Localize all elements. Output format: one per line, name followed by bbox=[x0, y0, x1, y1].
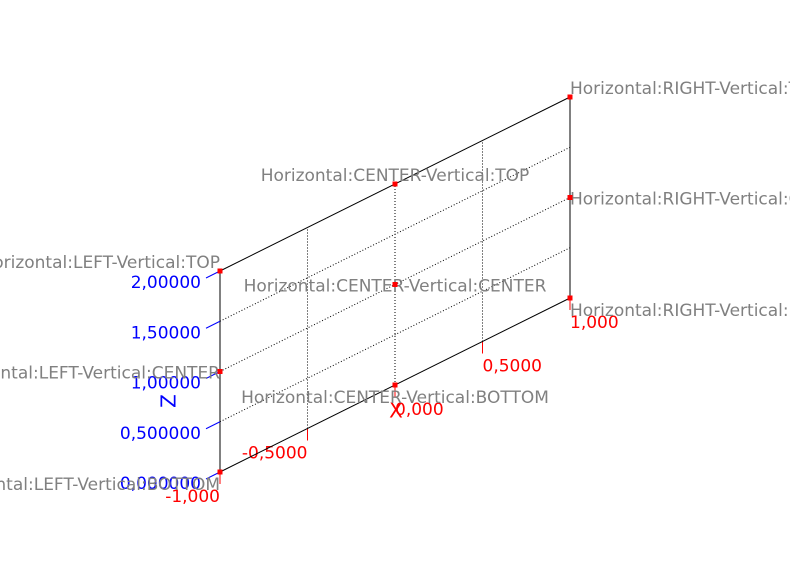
point-label: Horizontal:RIGHT-Vertical:TOP bbox=[570, 79, 790, 99]
grid-line bbox=[219, 247, 571, 423]
x-tick-label: 0,5000 bbox=[483, 357, 542, 377]
x-axis-title: X bbox=[389, 399, 403, 423]
point-label: Horizontal:CENTER-Vertical:TOP bbox=[261, 166, 530, 186]
point bbox=[567, 295, 573, 301]
point-label: Horizontal:LEFT-Vertical:TOP bbox=[0, 253, 220, 273]
point bbox=[392, 181, 398, 187]
point bbox=[217, 268, 223, 274]
point bbox=[217, 469, 223, 475]
x-tick-label: 0,000 bbox=[395, 400, 444, 420]
z-axis-title: Z bbox=[157, 394, 181, 408]
point bbox=[567, 94, 573, 100]
point-label: Horizontal:RIGHT-Vertical:BOTTOM bbox=[570, 301, 790, 321]
z-tick-label: 1,50000 bbox=[131, 323, 201, 343]
z-tick bbox=[205, 421, 221, 430]
point bbox=[392, 382, 398, 388]
point-label: Horizontal:LEFT-Vertical:BOTTOM bbox=[0, 475, 220, 495]
point-label: Horizontal:RIGHT-Vertical:CENTER bbox=[570, 190, 790, 210]
point bbox=[392, 282, 398, 287]
x-tick-label: -0,5000 bbox=[242, 444, 308, 464]
point bbox=[217, 369, 223, 374]
x-tick-label: -1,000 bbox=[165, 487, 220, 507]
x-tick-label: 1,000 bbox=[570, 313, 619, 333]
point-label: Horizontal:CENTER-Vertical:BOTTOM bbox=[241, 388, 549, 408]
z-tick bbox=[205, 320, 221, 329]
z-tick-label: 0,500000 bbox=[120, 424, 201, 444]
grid-line bbox=[219, 146, 571, 322]
point-label: Horizontal:LEFT-Vertical:CENTER bbox=[0, 364, 220, 384]
point bbox=[567, 195, 573, 200]
z-tick-label: 2,00000 bbox=[131, 273, 201, 293]
z-tick-label: 0,000000 bbox=[120, 474, 201, 494]
z-tick-label: 1,00000 bbox=[131, 374, 201, 394]
